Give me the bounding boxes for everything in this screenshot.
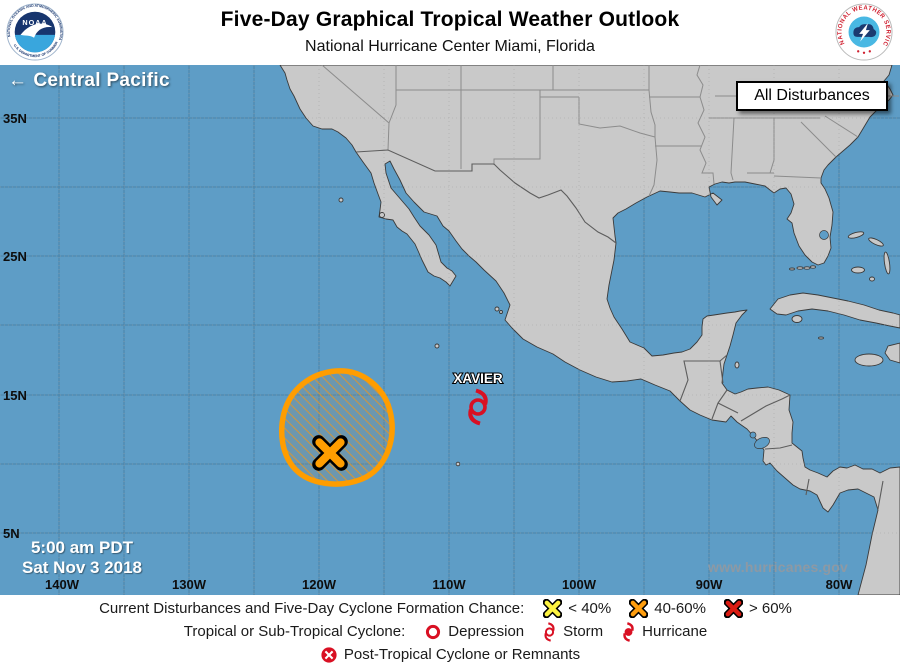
legend-item-label: > 60%: [748, 600, 792, 617]
storm-xavier[interactable]: XAVIER: [452, 370, 504, 426]
legend-row-cyclones: Tropical or Sub-Tropical Cyclone: Depres…: [0, 620, 900, 643]
legend-row2-label: Tropical or Sub-Tropical Cyclone:: [183, 623, 406, 640]
svg-text:110W: 110W: [432, 577, 466, 592]
central-pacific-link[interactable]: ← Central Pacific: [8, 70, 170, 92]
legend-item-storm: Storm: [542, 621, 603, 643]
nws-logo: NATIONAL WEATHER SERVICE: [835, 3, 893, 61]
page-header: NOAA NATIONAL OCEANIC AND ATMOSPHERIC AD…: [0, 0, 900, 65]
all-disturbances-button[interactable]: All Disturbances: [736, 81, 888, 111]
x-marker-orange-icon: [629, 599, 649, 618]
disturbance-x-marker[interactable]: [307, 430, 352, 475]
issuance-date-line2: Sat Nov 3 2018: [21, 558, 142, 577]
legend-item-hurricane: Hurricane: [621, 621, 707, 643]
storm-icon: [544, 621, 555, 642]
x-marker-red-icon: [723, 599, 743, 618]
page-title: Five-Day Graphical Tropical Weather Outl…: [220, 8, 680, 31]
left-arrow-icon: ←: [8, 70, 28, 91]
lakes: [749, 230, 829, 450]
legend-item-label: Post-Tropical Cyclone or Remnants: [343, 646, 581, 663]
depression-icon: [426, 624, 441, 639]
x-marker-yellow-icon: [543, 599, 563, 618]
country-borders: [355, 149, 884, 510]
map-canvas: XAVIER 35N 25N 15N 5N 140W 130W 120W 110…: [0, 65, 900, 595]
svg-text:80W: 80W: [826, 577, 853, 592]
noaa-logo: NOAA NATIONAL OCEANIC AND ATMOSPHERIC AD…: [6, 3, 64, 61]
central-pacific-label: Central Pacific: [33, 70, 170, 91]
legend-item-label: Depression: [448, 623, 525, 640]
longitude-labels: 140W 130W 120W 110W 100W 90W 80W: [45, 577, 853, 592]
svg-text:140W: 140W: [45, 577, 80, 592]
legend-item-40-60: 40-60%: [629, 599, 706, 618]
legend-row1-label: Current Disturbances and Five-Day Cyclon…: [99, 600, 525, 617]
page-subtitle: National Hurricane Center Miami, Florida: [305, 38, 595, 55]
svg-text:35N: 35N: [3, 111, 27, 126]
post-tropical-icon: [321, 646, 337, 663]
svg-text:25N: 25N: [3, 249, 27, 264]
legend-item-label: Hurricane: [642, 623, 708, 640]
outlook-map: XAVIER 35N 25N 15N 5N 140W 130W 120W 110…: [0, 65, 900, 595]
legend-item-label: 40-60%: [654, 600, 706, 617]
tropical-storm-icon[interactable]: [468, 388, 488, 426]
noaa-acronym: NOAA: [22, 18, 47, 27]
svg-text:90W: 90W: [696, 577, 723, 592]
svg-text:100W: 100W: [562, 577, 597, 592]
legend-item-post-tropical: Post-Tropical Cyclone or Remnants: [320, 646, 580, 664]
svg-text:5N: 5N: [3, 526, 20, 541]
disturbance-area[interactable]: [279, 368, 395, 487]
watermark: www.hurricanes.gov: [708, 559, 849, 575]
legend-item-depression: Depression: [424, 623, 524, 641]
legend: Current Disturbances and Five-Day Cyclon…: [0, 595, 900, 665]
graticule-overlay: [0, 65, 900, 595]
legend-item-gt60: > 60%: [723, 599, 792, 618]
hurricane-icon: [623, 621, 634, 642]
legend-row-post-tropical: Post-Tropical Cyclone or Remnants: [0, 643, 900, 666]
issuance-time: 5:00 am PDT Sat Nov 3 2018: [12, 538, 152, 578]
issuance-time-line1: 5:00 am PDT: [30, 538, 134, 557]
latitude-labels: 35N 25N 15N 5N: [3, 111, 27, 541]
landmass: [279, 65, 900, 595]
svg-text:15N: 15N: [3, 388, 27, 403]
legend-row-disturbances: Current Disturbances and Five-Day Cyclon…: [0, 597, 900, 620]
svg-text:130W: 130W: [172, 577, 207, 592]
legend-item-lt40: < 40%: [543, 599, 611, 618]
legend-item-label: < 40%: [568, 600, 612, 617]
storm-name-label: XAVIER: [453, 371, 503, 386]
legend-item-label: Storm: [563, 623, 604, 640]
svg-text:120W: 120W: [302, 577, 337, 592]
